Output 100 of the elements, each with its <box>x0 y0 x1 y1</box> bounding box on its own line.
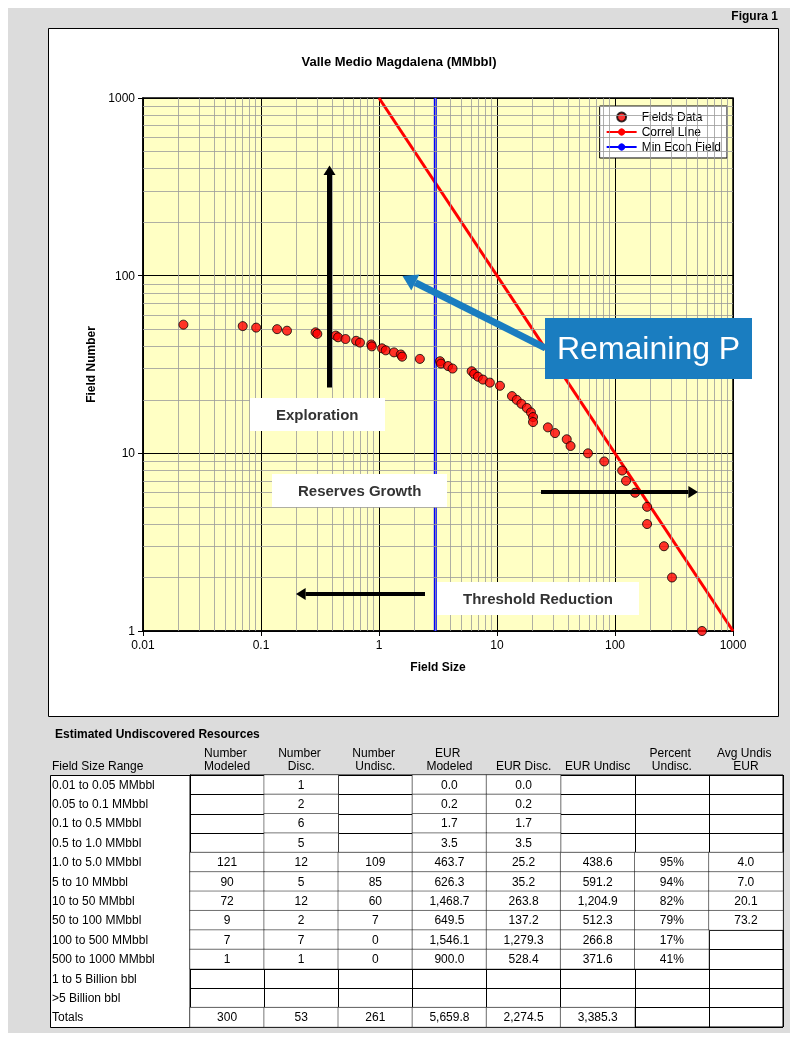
text-box: Remaining P <box>545 318 753 379</box>
data-label: 5 <box>297 835 305 850</box>
data-label: 4.0 <box>737 855 755 870</box>
data-label: 79% <box>659 913 685 928</box>
data-label: 1,546.1 <box>429 932 470 947</box>
x-tick-label: 100 <box>604 638 626 652</box>
chart-title: Valle Medio Magdalena (MMbbl) <box>301 54 497 69</box>
data-label: 1 <box>223 952 231 967</box>
data-label: 1,204.9 <box>577 894 619 908</box>
text-box: Exploration <box>250 398 385 431</box>
legend-label: Fields Data <box>641 110 703 124</box>
text: Figura 1 <box>731 9 778 23</box>
y-tick-label: 1000 <box>108 91 136 105</box>
data-label: 1.7 <box>515 816 533 831</box>
data-label: 2 <box>297 797 305 812</box>
x-tick-label: 0.1 <box>252 638 270 652</box>
y-tick-label: >5 Billion bbl <box>52 990 121 1005</box>
x-tick-label: EUR Disc. <box>495 758 552 773</box>
legend-label: Min Econ Field <box>641 140 722 154</box>
data-label: 371.6 <box>582 952 614 967</box>
text-box: Reserves Growth <box>272 474 448 507</box>
data-label: 0 <box>371 952 379 967</box>
data-label: 900.0 <box>434 952 465 967</box>
x-tick-label: 0.01 <box>131 638 155 652</box>
x-tick-label: Percent Undisc. <box>649 745 695 773</box>
data-label: 12 <box>294 894 309 908</box>
data-label: 300 <box>217 1010 238 1025</box>
data-label: 73.2 <box>734 913 758 928</box>
data-label: 60 <box>368 894 383 908</box>
y-tick-label: Totals <box>52 1010 84 1025</box>
data-label: 266.8 <box>582 932 614 947</box>
x-tick-label: 1000 <box>719 638 747 652</box>
data-label: 1 <box>297 777 305 792</box>
data-label: 463.7 <box>434 855 465 870</box>
data-label: 7 <box>371 913 379 928</box>
chart-title: Estimated Undiscovered Resources <box>55 727 261 741</box>
data-label: 41% <box>659 952 685 967</box>
data-label: 1,468.7 <box>429 894 470 908</box>
data-label: 5 <box>297 874 305 889</box>
data-label: 591.2 <box>582 874 614 889</box>
data-label: 649.5 <box>434 913 465 928</box>
data-label: 2 <box>297 913 305 928</box>
y-tick-label: 0.01 to 0.05 MMbbl <box>52 777 155 792</box>
x-tick-label: Number Modeled <box>204 745 251 773</box>
y-tick-label: 10 <box>121 446 136 461</box>
data-label: 121 <box>217 855 238 870</box>
data-label: 0.0 <box>515 777 533 792</box>
data-label: 3.5 <box>441 835 459 850</box>
data-label: 90 <box>220 874 235 889</box>
data-label: 20.1 <box>734 894 758 908</box>
y-tick-label: 0.05 to 0.1 MMbbl <box>52 797 149 812</box>
data-label: 85 <box>368 874 383 889</box>
data-label: 25.2 <box>511 855 536 870</box>
data-label: 5,659.8 <box>429 1010 470 1025</box>
y-tick-label: 500 to 1000 MMbbl <box>52 952 155 967</box>
data-label: 512.3 <box>582 913 614 928</box>
y-tick-label: 50 to 100 MMbbl <box>52 913 142 928</box>
data-label: 72 <box>220 894 235 908</box>
data-label: 2,274.5 <box>503 1010 544 1025</box>
x-tick-label: 10 <box>490 638 504 652</box>
y-tick-label: 10 to 50 MMbbl <box>52 894 135 908</box>
data-label: 261 <box>365 1010 386 1025</box>
y-axis-title: Field Size Range <box>52 759 144 773</box>
x-axis-title: Field Size <box>410 660 466 674</box>
data-label: 9 <box>223 913 231 928</box>
x-tick-label: 1 <box>375 638 383 652</box>
y-tick-label: 100 to 500 MMbbl <box>52 932 149 947</box>
data-label: 1.7 <box>441 816 459 831</box>
text-box: Threshold Reduction <box>437 582 639 615</box>
data-label: 626.3 <box>434 874 465 889</box>
data-label: 1 <box>297 952 305 967</box>
data-label: 263.8 <box>508 894 539 908</box>
legend-label: Correl LIne <box>641 125 702 139</box>
y-axis-title: Field Number <box>84 325 99 403</box>
y-tick-label: 5 to 10 MMbbl <box>52 874 129 889</box>
data-label: 53 <box>294 1010 309 1025</box>
data-label: 3,385.3 <box>577 1010 619 1025</box>
data-label: 94% <box>659 874 685 889</box>
data-label: 17% <box>659 932 685 947</box>
data-label: 137.2 <box>508 913 539 928</box>
x-tick-label: Number Disc. <box>278 745 325 773</box>
y-tick-label: 1 to 5 Billion bbl <box>52 971 137 986</box>
data-label: 528.4 <box>508 952 539 967</box>
data-label: 6 <box>297 816 305 831</box>
y-tick-label: 0.5 to 1.0 MMbbl <box>52 835 142 850</box>
data-label: 0 <box>371 932 379 947</box>
data-label: 1,279.3 <box>503 932 544 947</box>
data-label: 0.0 <box>441 777 459 792</box>
x-tick-label: EUR Modeled <box>426 745 473 773</box>
y-tick-label: 1.0 to 5.0 MMbbl <box>52 855 142 870</box>
data-label: 7 <box>223 932 231 947</box>
data-label: 7.0 <box>737 874 755 889</box>
data-label: 3.5 <box>515 835 533 850</box>
data-label: 109 <box>365 855 386 870</box>
data-label: 0.2 <box>515 797 533 812</box>
x-tick-label: EUR Undisc <box>565 758 631 773</box>
y-tick-label: 100 <box>114 268 136 283</box>
x-tick-label: Avg Undis EUR <box>717 745 775 773</box>
y-tick-label: 0.1 to 0.5 MMbbl <box>52 816 142 831</box>
data-label: 95% <box>659 855 685 870</box>
